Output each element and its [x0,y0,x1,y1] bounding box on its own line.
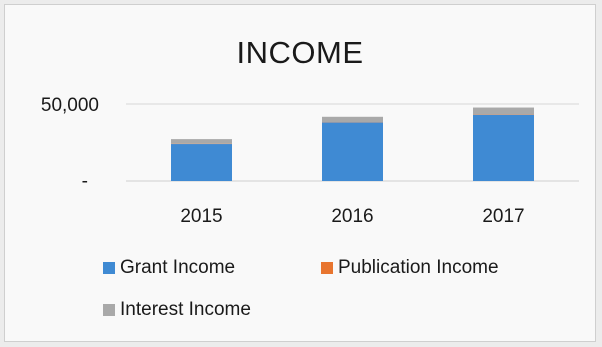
x-tick-label-2016: 2016 [331,206,373,227]
legend-item-publication: Publication Income [321,257,499,279]
bar-grant-2015 [171,144,232,181]
legend-swatch-grant [103,262,115,274]
x-tick-label-2017: 2017 [482,206,524,227]
legend-item-grant: Grant Income [103,257,235,279]
legend-swatch-publication [321,262,333,274]
chart-frame: INCOME 50,000 - 2015 2016 2017 Grant Inc… [4,4,596,342]
bar-group [171,107,534,181]
bar-interest-2016 [322,116,383,123]
y-tick-label-zero: - [82,171,88,192]
legend-label-publication: Publication Income [338,257,499,278]
legend-label-interest: Interest Income [120,299,251,320]
legend-item-interest: Interest Income [103,299,251,321]
bar-interest-2017 [473,107,534,115]
income-chart-plot: 50,000 - 2015 2016 2017 [41,95,579,227]
bar-grant-2017 [473,114,534,181]
bar-grant-2016 [322,122,383,181]
x-tick-label-2015: 2015 [180,206,222,227]
bar-interest-2015 [171,139,232,144]
y-tick-label-top: 50,000 [41,95,99,116]
chart-title: INCOME [236,35,364,70]
legend-swatch-interest [103,304,115,316]
legend-label-grant: Grant Income [120,257,236,278]
